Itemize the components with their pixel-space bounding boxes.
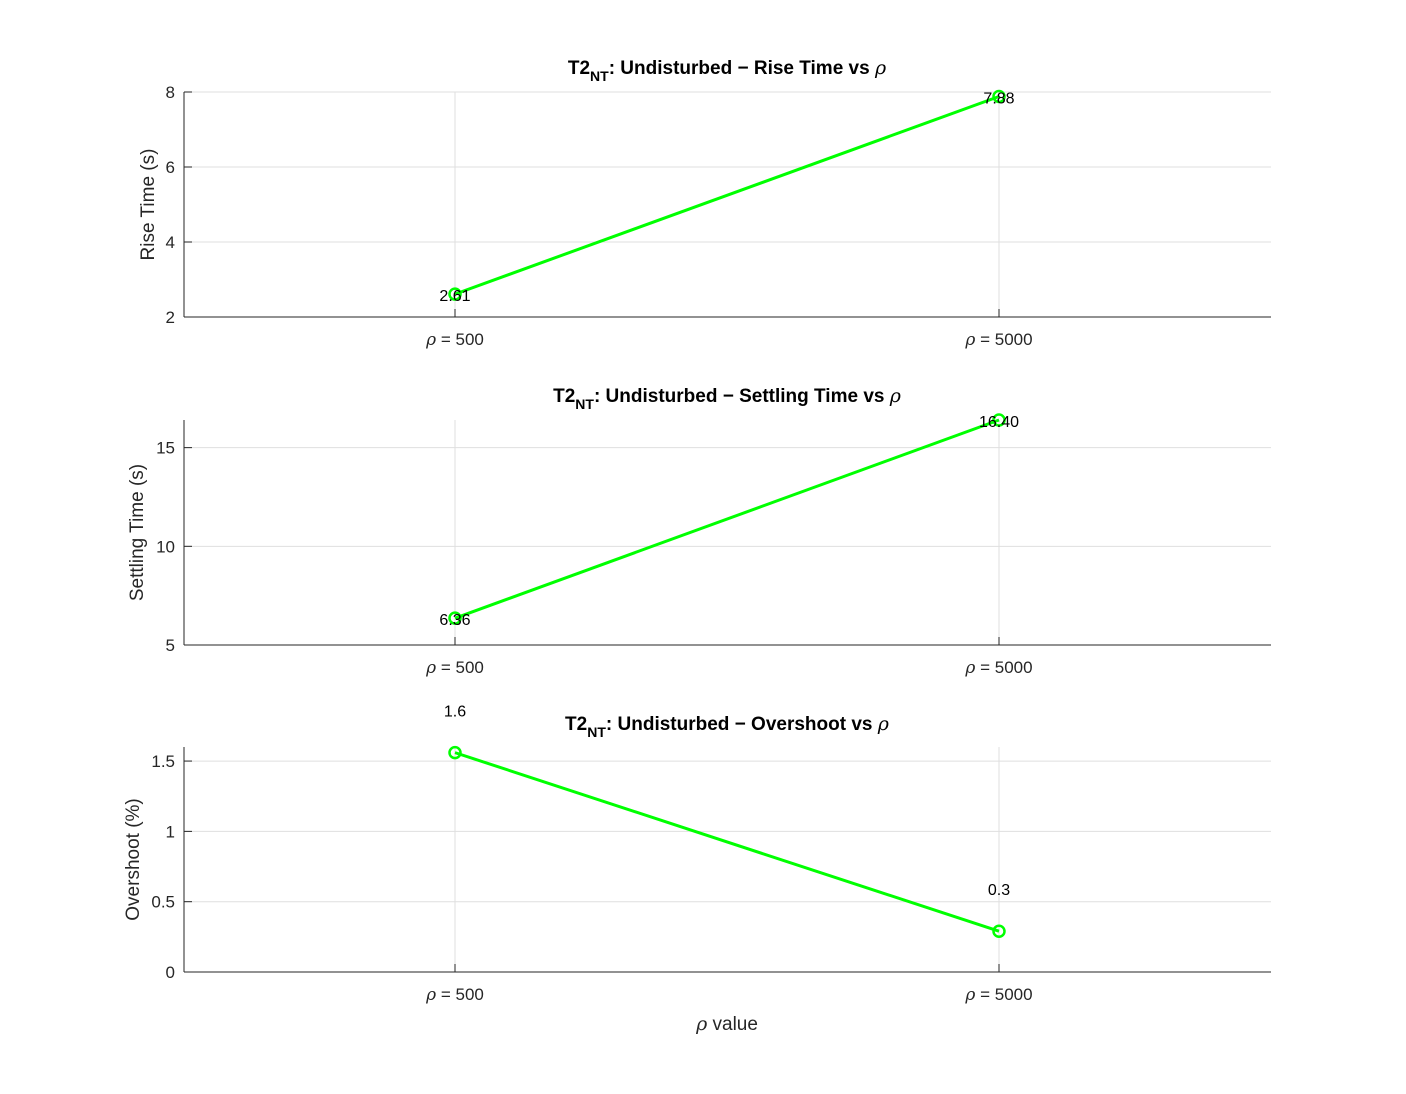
data-point-marker bbox=[448, 611, 462, 625]
data-label: 6.36 bbox=[439, 612, 470, 629]
series-line bbox=[454, 751, 1000, 933]
x-tick-label: ρ = 5000 bbox=[964, 985, 1032, 1005]
y-tick-label: 15 bbox=[156, 439, 175, 458]
x-tick-label: ρ = 5000 bbox=[964, 330, 1032, 350]
y-tick-label: 5 bbox=[166, 636, 175, 655]
data-label: 1.6 bbox=[444, 704, 466, 721]
series-line bbox=[454, 95, 1000, 296]
y-axis-label: Overshoot (%) bbox=[123, 798, 144, 920]
data-label: 2.61 bbox=[439, 288, 470, 305]
data-label: 16.40 bbox=[979, 414, 1019, 431]
subplot-3: 0 0.5 1 1.5 ρ = 500 ρ = 5000 Overshoot (%) T2NT… bbox=[123, 704, 1271, 1005]
y-tick-label: 6 bbox=[166, 158, 175, 177]
data-point-marker bbox=[992, 413, 1006, 427]
subplot-title: T2NT: Undisturbed − Settling Time vs ρ bbox=[553, 385, 902, 412]
subplot-2: 5 10 15 ρ = 500 ρ = 5000 Settling Time (s) T2N… bbox=[127, 385, 1271, 678]
y-tick-label: 0 bbox=[166, 963, 175, 982]
subplot-title: T2NT: Undisturbed − Overshoot vs ρ bbox=[565, 713, 890, 740]
data-point-marker bbox=[448, 287, 462, 301]
y-tick-label: 1.5 bbox=[151, 752, 175, 771]
x-axis-label: ρ value bbox=[695, 1013, 758, 1035]
data-point-marker bbox=[992, 89, 1006, 104]
data-point-marker bbox=[448, 745, 462, 760]
series-line bbox=[454, 418, 1000, 620]
x-tick-label: ρ = 500 bbox=[425, 330, 484, 350]
y-tick-label: 10 bbox=[156, 537, 175, 556]
x-tick-label: ρ = 5000 bbox=[964, 658, 1032, 678]
x-tick-label: ρ = 500 bbox=[425, 658, 484, 678]
y-tick-label: 4 bbox=[166, 233, 175, 252]
y-axis-label: Settling Time (s) bbox=[127, 464, 148, 601]
data-label: 0.3 bbox=[988, 882, 1010, 899]
y-tick-label: 1 bbox=[166, 822, 175, 841]
x-tick-label: ρ = 500 bbox=[425, 985, 484, 1005]
y-tick-label: 2 bbox=[166, 308, 175, 327]
y-axis-label: Rise Time (s) bbox=[138, 149, 159, 261]
data-point-marker bbox=[992, 924, 1006, 938]
data-label: 7.88 bbox=[983, 91, 1014, 108]
y-tick-label: 8 bbox=[166, 83, 175, 102]
subplot-title: T2NT: Undisturbed − Rise Time vs ρ bbox=[568, 57, 887, 84]
subplot-1: 2 4 6 8 ρ = 500 ρ = 5000 Rise Time (s) T2NT: Un… bbox=[138, 57, 1271, 350]
y-tick-label: 0.5 bbox=[151, 893, 175, 912]
